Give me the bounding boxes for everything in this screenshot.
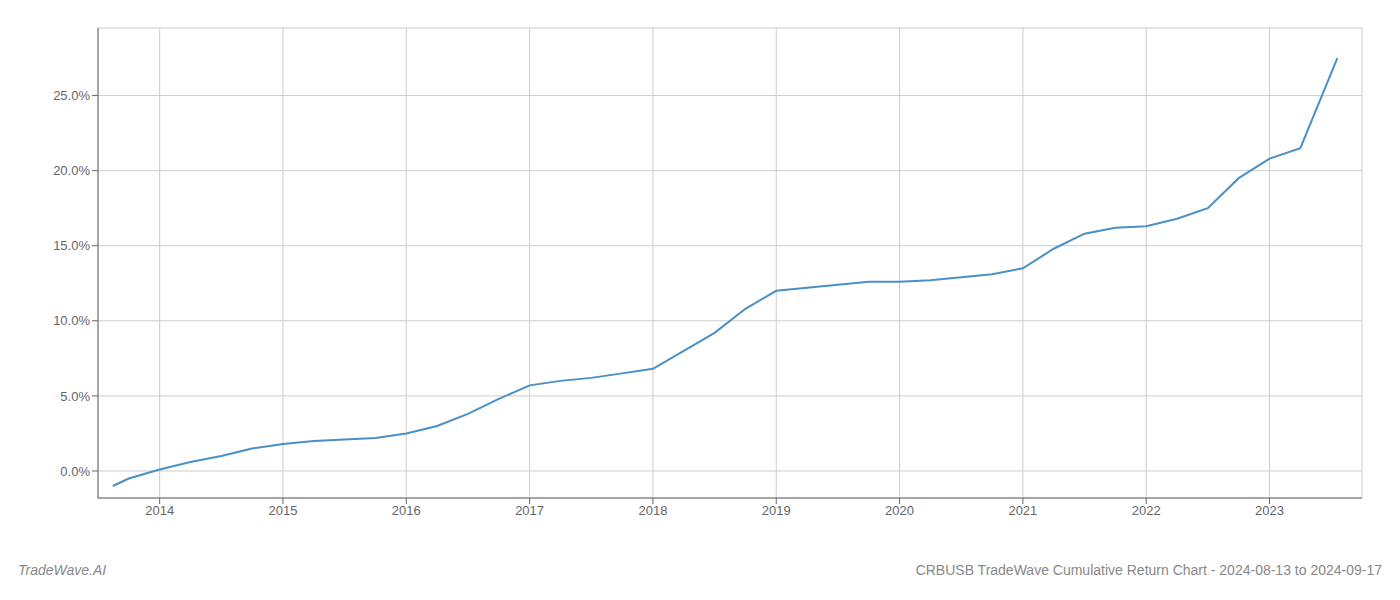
svg-text:2021: 2021	[1008, 503, 1037, 518]
html-text:CRBUSB TradeWave Cumulative Re: CRBUSB TradeWave Cumulative Return Chart…	[915, 562, 1382, 578]
svg-text:2017: 2017	[515, 503, 544, 518]
svg-text:2022: 2022	[1132, 503, 1161, 518]
svg-text:2019: 2019	[762, 503, 791, 518]
svg-text:25.0%: 25.0%	[53, 88, 90, 103]
svg-text:2023: 2023	[1255, 503, 1284, 518]
html-text:TradeWave.AI: TradeWave.AI	[18, 562, 107, 578]
svg-text:2014: 2014	[145, 503, 174, 518]
svg-text:2015: 2015	[269, 503, 298, 518]
svg-text:15.0%: 15.0%	[53, 238, 90, 253]
svg-text:10.0%: 10.0%	[53, 313, 90, 328]
svg-text:2018: 2018	[638, 503, 667, 518]
svg-text:20.0%: 20.0%	[53, 163, 90, 178]
svg-text:2016: 2016	[392, 503, 421, 518]
svg-text:0.0%: 0.0%	[60, 464, 90, 479]
svg-text:2020: 2020	[885, 503, 914, 518]
svg-text:5.0%: 5.0%	[60, 389, 90, 404]
